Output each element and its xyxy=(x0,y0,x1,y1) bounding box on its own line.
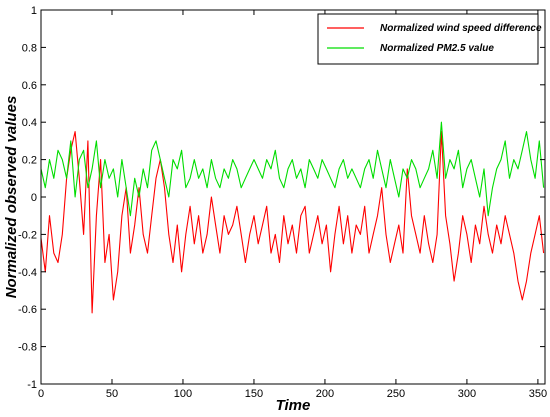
ticks-layer: 0 50 100 150 200 250 300 350 -1 -0.8 -0.6 -0.4 -0.2 0… xyxy=(18,5,547,400)
series-line-pm25 xyxy=(40,121,545,217)
x-tick-label: 250 xyxy=(387,388,405,400)
x-tick-label: 200 xyxy=(316,388,334,400)
x-tick-label: 50 xyxy=(106,388,118,400)
y-tick-label: 0.8 xyxy=(22,42,37,54)
series-line-wind-speed xyxy=(40,131,545,314)
y-tick-label: -0.6 xyxy=(18,304,37,316)
y-tick-label: -0.8 xyxy=(18,342,37,354)
x-tick-label: 100 xyxy=(174,388,192,400)
x-axis-label: Time xyxy=(276,397,311,414)
y-tick-label: 1 xyxy=(31,5,37,17)
legend: Normalized wind speed difference Normali… xyxy=(317,13,542,65)
y-tick-label: 0 xyxy=(31,192,37,204)
y-tick-label: 0.2 xyxy=(22,155,37,167)
y-tick-label: 0.4 xyxy=(22,117,37,129)
x-tick-label: 300 xyxy=(458,388,476,400)
y-tick-label: 0.6 xyxy=(22,80,37,92)
plot-background xyxy=(41,10,545,384)
series-layer xyxy=(40,121,545,314)
y-tick-label: -1 xyxy=(27,379,37,391)
legend-label-wind-speed: Normalized wind speed difference xyxy=(380,23,542,34)
y-tick-label: -0.2 xyxy=(18,229,37,241)
x-tick-label: 350 xyxy=(529,388,547,400)
legend-label-pm25: Normalized PM2.5 value xyxy=(380,43,494,54)
x-tick-label: 150 xyxy=(245,388,263,400)
y-tick-label: -0.4 xyxy=(18,267,37,279)
x-tick-label: 0 xyxy=(38,388,44,400)
y-axis-label: Normalized observed values xyxy=(3,96,20,299)
legend-box xyxy=(317,13,539,65)
